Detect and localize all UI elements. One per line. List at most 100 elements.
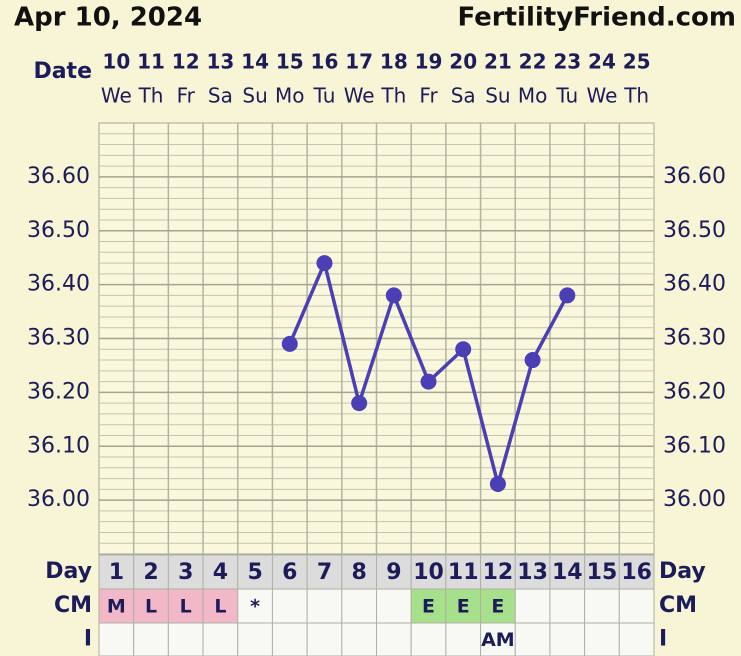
table-cell (480, 622, 516, 656)
y2-tick-label: 36.30 (663, 326, 726, 351)
cell-text: E (422, 596, 435, 618)
x-tick-label: 12 (172, 50, 200, 74)
y-tick-label: 36.40 (27, 272, 90, 297)
cell-text: 13 (517, 560, 548, 585)
weekday-label: Th (623, 84, 649, 108)
y-tick-label: 36.60 (27, 164, 90, 189)
table-cell (584, 588, 620, 624)
data-point (351, 395, 368, 412)
y-tick-label: 36.20 (27, 379, 90, 404)
x-tick-label: 16 (311, 50, 339, 74)
table-cell (584, 622, 620, 656)
row-label-right: Day (659, 559, 706, 584)
x-tick-label: 19 (415, 50, 443, 74)
y2-tick-label: 36.50 (663, 218, 726, 243)
table-cell (514, 622, 551, 656)
cell-text: 12 (483, 560, 514, 585)
cell-text: 11 (448, 560, 479, 585)
y-tick-label: 36.50 (27, 218, 90, 243)
row-label: I (84, 627, 92, 652)
table-cell (167, 588, 204, 624)
cell-text: L (214, 596, 226, 618)
row-label-right: CM (659, 593, 697, 618)
table-cell (341, 588, 377, 624)
weekday-label: Mo (275, 84, 305, 108)
cell-text: L (180, 596, 192, 618)
weekday-label: Mo (518, 84, 548, 108)
table-cell (271, 622, 308, 656)
table-cell (306, 622, 343, 656)
row-label-right: I (659, 627, 667, 652)
table-cell (445, 554, 482, 590)
table-cell (202, 622, 239, 656)
data-point (455, 341, 472, 358)
cell-text: E (457, 596, 470, 618)
cell-text: 2 (143, 560, 158, 585)
data-point (281, 335, 298, 352)
site-name: FertilityFriend.com (457, 3, 736, 33)
weekday-label: Fr (419, 84, 438, 108)
data-point (420, 373, 437, 390)
cell-text: 3 (178, 560, 193, 585)
y2-tick-label: 36.00 (663, 487, 726, 512)
data-point (316, 255, 333, 272)
table-cell (480, 588, 516, 624)
cell-text: AM (481, 629, 515, 651)
x-tick-label: 24 (588, 50, 616, 74)
table-cell (341, 622, 377, 656)
table-cell (410, 622, 447, 656)
weekday-label: Th (380, 84, 406, 108)
cell-text: 10 (413, 560, 444, 585)
cell-text: E (491, 596, 504, 618)
cell-text: 16 (621, 560, 652, 585)
cell-text: 8 (352, 560, 367, 585)
x-tick-label: 23 (553, 50, 581, 74)
x-tick-label: 18 (380, 50, 408, 74)
x-tick-label: 14 (241, 50, 269, 74)
x-tick-label: 20 (449, 50, 477, 74)
y2-tick-label: 36.60 (663, 164, 726, 189)
table-cell (271, 588, 308, 624)
table-cell (98, 622, 135, 656)
cell-text: 7 (317, 560, 332, 585)
table-cell (445, 622, 482, 656)
x-tick-label: 21 (484, 50, 512, 74)
table-cell (549, 588, 586, 624)
cell-text: 14 (552, 560, 583, 585)
data-point (559, 287, 576, 304)
table-cell (237, 622, 273, 656)
x-tick-label: 10 (102, 50, 130, 74)
y-tick-label: 36.10 (27, 433, 90, 458)
table-cell (445, 588, 482, 624)
table-cell (410, 554, 447, 590)
x-tick-label: 25 (623, 50, 651, 74)
cell-text: L (145, 596, 157, 618)
table-cell (98, 588, 135, 624)
table-cell (376, 588, 412, 624)
table-cell (584, 554, 620, 590)
cell-text: 15 (587, 560, 618, 585)
data-point (524, 352, 541, 369)
cell-text: 6 (282, 560, 297, 585)
x-tick-label: 17 (345, 50, 373, 74)
y-tick-label: 36.00 (27, 487, 90, 512)
weekday-label: Tu (555, 84, 578, 108)
table-cell (202, 588, 239, 624)
y2-tick-label: 36.40 (663, 272, 726, 297)
y2-tick-label: 36.20 (663, 379, 726, 404)
x-axis-label: Date (33, 59, 92, 84)
data-point (385, 287, 402, 304)
table-cell (618, 622, 655, 656)
table-cell (237, 554, 273, 590)
table-cell (98, 554, 135, 590)
y-tick-label: 36.30 (27, 326, 90, 351)
weekday-label: Fr (177, 84, 196, 108)
weekday-label: Su (242, 84, 267, 108)
weekday-label: Tu (313, 84, 336, 108)
table-cell (618, 588, 655, 624)
table-cell (549, 554, 586, 590)
x-tick-label: 15 (276, 50, 304, 74)
table-cell (133, 622, 169, 656)
cell-text: 5 (247, 560, 262, 585)
